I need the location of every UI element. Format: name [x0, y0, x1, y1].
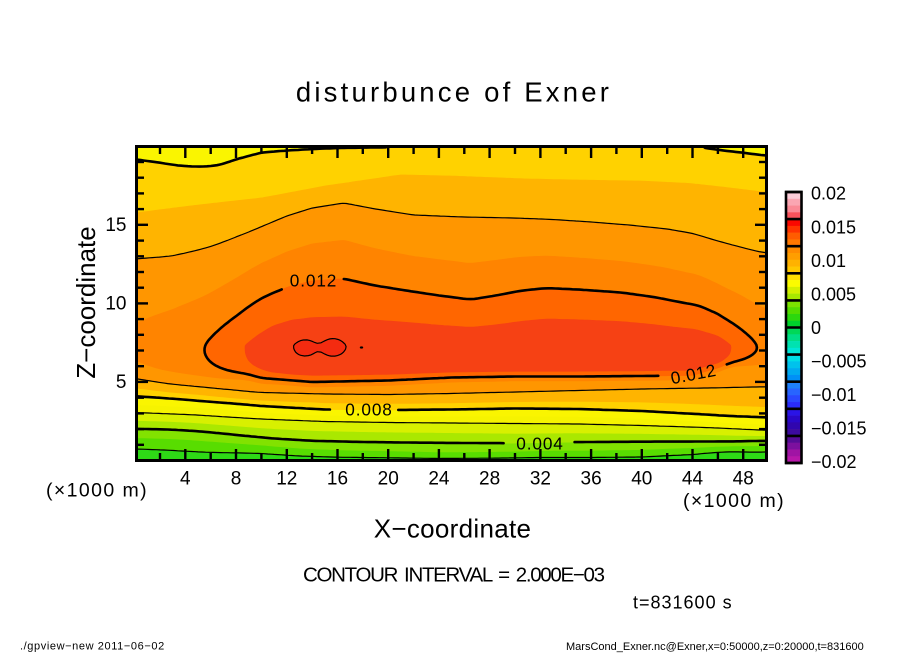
svg-text:−0.01: −0.01: [811, 385, 857, 405]
svg-text:24: 24: [428, 469, 450, 490]
svg-text:28: 28: [479, 469, 500, 490]
svg-text:0.01: 0.01: [811, 251, 846, 271]
svg-text:−0.005: −0.005: [811, 352, 867, 372]
svg-text:disturbunce of Exner: disturbunce of Exner: [296, 77, 612, 108]
svg-text:(×1000 m): (×1000 m): [46, 480, 148, 502]
svg-text:X−coordinate: X−coordinate: [374, 514, 532, 544]
svg-text:40: 40: [631, 469, 652, 490]
svg-text:t=831600 s: t=831600 s: [633, 593, 733, 613]
svg-text:36: 36: [581, 469, 602, 490]
svg-text:0.012: 0.012: [290, 271, 338, 291]
svg-text:0.008: 0.008: [345, 400, 393, 420]
svg-text:0.015: 0.015: [811, 217, 856, 237]
svg-text:10: 10: [105, 294, 126, 315]
svg-text:20: 20: [378, 469, 399, 490]
svg-text:0.02: 0.02: [811, 184, 846, 204]
svg-text:−0.02: −0.02: [811, 452, 857, 472]
svg-text:5: 5: [116, 372, 127, 393]
svg-text:−0.015: −0.015: [811, 419, 867, 439]
svg-text:32: 32: [530, 469, 551, 490]
svg-text:8: 8: [231, 469, 242, 490]
svg-text:16: 16: [327, 469, 348, 490]
svg-text:MarsCond_Exner.nc@Exner,x=0:50: MarsCond_Exner.nc@Exner,x=0:50000,z=0:20…: [566, 641, 864, 653]
svg-text:0.004: 0.004: [516, 434, 564, 454]
svg-text:CONTOUR INTERVAL = 2.000E−03: CONTOUR INTERVAL = 2.000E−03: [303, 564, 605, 587]
svg-text:Z−coordinate: Z−coordinate: [71, 226, 101, 378]
svg-text:48: 48: [733, 469, 754, 490]
svg-text:4: 4: [180, 469, 191, 490]
svg-text:(×1000 m): (×1000 m): [683, 490, 785, 512]
svg-text:15: 15: [105, 215, 126, 236]
svg-text:44: 44: [682, 469, 704, 490]
svg-text:0: 0: [811, 318, 821, 338]
svg-text:0.005: 0.005: [811, 284, 856, 304]
svg-text:12: 12: [276, 469, 297, 490]
svg-text:./gpview−new 2011−06−02: ./gpview−new 2011−06−02: [20, 641, 165, 653]
